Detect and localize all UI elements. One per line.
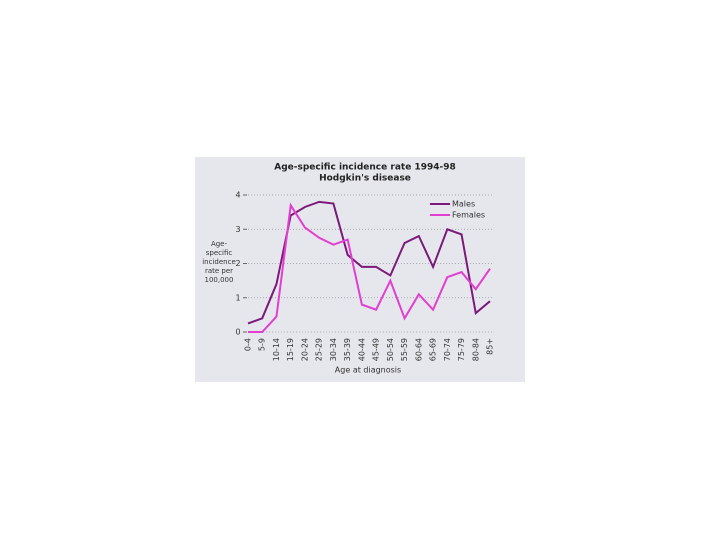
x-tick-label: 55-59 — [400, 338, 409, 361]
y-axis-label: Age-specific incidence rate per 100,000 — [202, 240, 236, 284]
x-tick-label: 35-39 — [343, 338, 352, 361]
legend-label: Males — [452, 200, 475, 209]
x-tick-label: 40-44 — [357, 338, 366, 361]
x-tick-label: 70-74 — [443, 338, 452, 361]
x-tick-label: 80-84 — [471, 338, 480, 361]
y-tick-label: 2 — [235, 259, 240, 268]
y-tick-label: 1 — [235, 293, 240, 302]
x-tick-label: 25-29 — [315, 338, 324, 361]
x-tick-label: 15-19 — [286, 338, 295, 361]
x-tick-label: 10-14 — [272, 338, 281, 361]
x-tick-label: 45-49 — [372, 338, 381, 361]
series-line — [248, 202, 491, 333]
chart-title: Age-specific incidence rate 1994-98 — [274, 163, 456, 173]
x-tick-label: 0-4 — [244, 338, 253, 351]
x-tick-label: 85+ — [486, 338, 495, 355]
chart-background — [195, 157, 525, 382]
x-tick-label: 20-24 — [300, 338, 309, 361]
chart-subtitle: Hodgkin's disease — [319, 174, 411, 184]
x-tick-label: 60-64 — [414, 338, 423, 361]
x-tick-label: 65-69 — [429, 338, 438, 361]
x-tick-label: 5-9 — [258, 338, 267, 351]
x-axis-label: Age at diagnosis — [335, 366, 401, 375]
x-tick-label: 30-34 — [329, 338, 338, 361]
y-tick-label: 3 — [235, 225, 240, 234]
x-tick-label: 75-79 — [457, 338, 466, 361]
y-tick-label: 0 — [235, 328, 240, 337]
legend-label: Females — [452, 211, 485, 220]
x-tick-label: 50-54 — [386, 338, 395, 361]
y-tick-label: 4 — [235, 191, 240, 200]
